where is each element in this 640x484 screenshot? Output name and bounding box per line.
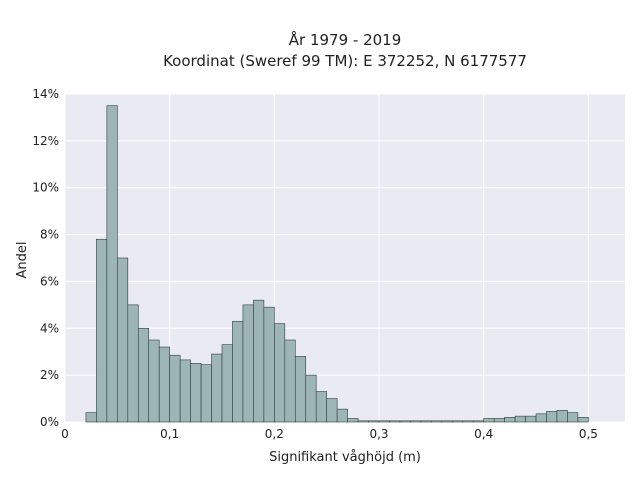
histogram-bar-21 (305, 374, 317, 423)
histogram-bar-35 (451, 420, 464, 423)
histogram-bar-24 (336, 408, 348, 423)
x-tick-label-0: 0 (61, 427, 69, 441)
y-tick-label-6: 12% (32, 134, 59, 148)
histogram-bar-45 (556, 409, 568, 423)
y-tick-label-7: 14% (32, 87, 59, 101)
histogram-bar-4 (127, 304, 139, 423)
histogram-bar-42 (525, 415, 537, 423)
histogram-bar-34 (441, 420, 453, 423)
histogram-bar-3 (117, 257, 129, 423)
y-axis-label: Andel (15, 242, 30, 279)
histogram-bar-22 (315, 391, 327, 423)
y-tick-label-1: 2% (40, 368, 59, 382)
histogram-bar-7 (158, 346, 170, 423)
histogram-bar-10 (190, 363, 202, 423)
y-tick-label-2: 4% (40, 321, 59, 335)
histogram-bar-29 (389, 420, 401, 423)
histogram-bar-13 (221, 344, 233, 423)
histogram-bar-27 (368, 420, 380, 423)
bars (85, 105, 589, 423)
histogram-bar-25 (347, 418, 359, 423)
histogram-bar-43 (535, 413, 547, 423)
histogram-bar-47 (577, 417, 589, 423)
y-axis-ticks: 0% 2% 4% 6% 8% 10% 12% 14% (32, 87, 59, 429)
y-tick-label-4: 8% (40, 228, 59, 242)
y-tick-label-3: 6% (40, 274, 59, 288)
histogram-bar-16 (253, 299, 265, 423)
histogram-bar-44 (546, 411, 558, 423)
y-tick-label-5: 10% (32, 181, 59, 195)
x-axis-label: Signifikant våghöjd (m) (269, 450, 421, 465)
histogram-bar-40 (504, 417, 516, 423)
histogram-bar-36 (462, 420, 474, 423)
histogram-bar-37 (472, 420, 484, 423)
histogram-bar-15 (242, 304, 254, 423)
histogram-bar-12 (211, 353, 223, 423)
chart-subtitle: Koordinat (Sweref 99 TM): E 372252, N 61… (163, 52, 527, 70)
x-axis-ticks: 0 0,1 0,2 0,3 0,4 0,5 (61, 427, 598, 441)
histogram-bar-20 (294, 356, 307, 423)
x-tick-label-2: 0,2 (265, 427, 284, 441)
histogram-bar-46 (567, 412, 579, 423)
histogram-bar-38 (483, 418, 495, 423)
histogram-bar-30 (399, 420, 411, 423)
histogram-bar-1 (96, 238, 108, 423)
chart-title: År 1979 - 2019 (289, 30, 402, 49)
histogram-bar-5 (137, 327, 150, 423)
histogram-bar-23 (326, 398, 338, 423)
y-tick-label-0: 0% (40, 415, 59, 429)
histogram-bar-26 (357, 420, 369, 423)
x-tick-label-3: 0,3 (369, 427, 388, 441)
histogram-bar-0 (85, 412, 97, 423)
histogram-bar-18 (274, 323, 286, 423)
histogram-bar-32 (420, 420, 432, 423)
histogram-bar-28 (378, 420, 390, 423)
histogram-bar-19 (284, 339, 296, 423)
x-tick-label-4: 0,4 (474, 427, 493, 441)
histogram-bar-17 (263, 306, 275, 423)
histogram-bar-2 (106, 105, 118, 423)
histogram-bar-14 (232, 320, 244, 423)
histogram-bar-6 (148, 339, 160, 423)
histogram-bar-8 (169, 354, 181, 423)
histogram-bar-39 (493, 418, 505, 423)
x-tick-label-1: 0,1 (160, 427, 179, 441)
histogram-bar-31 (410, 420, 422, 423)
histogram-bar-33 (431, 420, 443, 423)
histogram-bar-9 (179, 359, 191, 423)
x-tick-label-5: 0,5 (579, 427, 598, 441)
histogram-bar-11 (200, 364, 212, 423)
histogram-bar-41 (514, 415, 526, 423)
